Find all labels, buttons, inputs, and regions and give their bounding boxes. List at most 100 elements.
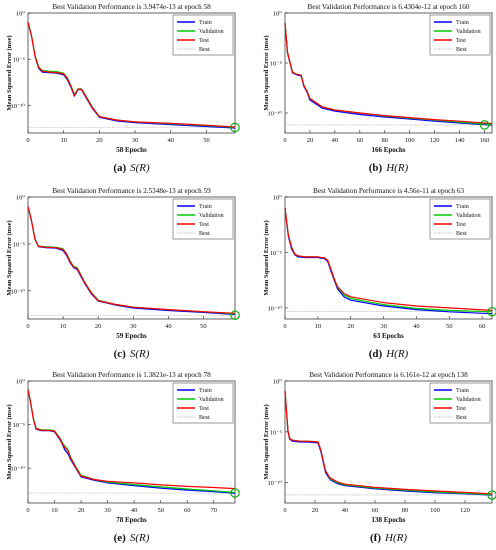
subfigure-caption: (f) H(R) [370, 532, 407, 544]
caption-label: (e) [114, 532, 127, 544]
y-tick-label: 10⁻⁵ [13, 241, 25, 248]
legend-label-best: Best [456, 231, 467, 237]
x-tick-label: 50 [203, 137, 210, 144]
y-tick-label: 10⁰ [273, 11, 283, 18]
x-tick-label: 20 [347, 323, 354, 330]
y-tick-label: 10⁻¹⁰ [268, 111, 283, 118]
subfigure-caption: (d) H(R) [369, 348, 409, 360]
chart-title: Best Validation Performance is 2.5348e-1… [52, 187, 211, 195]
x-tick-label: 10 [315, 323, 322, 330]
legend-label-validation: Validation [456, 397, 481, 403]
x-tick-label: 60 [357, 137, 364, 144]
y-tick-label: 10⁻¹⁰ [268, 305, 283, 312]
best-point-marker [479, 120, 490, 130]
x-axis-label: 78 Epochs [116, 516, 147, 524]
x-tick-label: 20 [96, 137, 103, 144]
x-tick-label: 0 [283, 137, 286, 144]
chart-title: Best Validation Performance is 4.56e-11 … [313, 187, 464, 195]
legend-label-train: Train [199, 204, 212, 210]
y-tick-label: 10⁰ [16, 11, 26, 18]
x-tick-label: 50 [200, 323, 207, 330]
y-axis-label: Mean Squared Error (mse) [6, 404, 13, 479]
caption-label: (a) [113, 162, 126, 174]
x-tick-label: 10 [60, 323, 67, 330]
x-tick-label: 10 [51, 507, 58, 514]
y-tick-label: 10⁻⁵ [270, 429, 282, 436]
chart-panel-1: Best Validation Performance is 3.9474e-1… [6, 3, 240, 174]
x-tick-label: 20 [312, 507, 319, 514]
caption-math: S(R) [130, 348, 150, 360]
chart-title: Best Validation Performance is 6.4304e-1… [308, 3, 470, 11]
legend-label-test: Test [199, 222, 209, 228]
y-tick-label: 10⁻⁵ [13, 57, 25, 64]
y-tick-label: 10⁰ [16, 195, 26, 202]
series-line-test [27, 206, 236, 314]
caption-math: S(R) [130, 532, 150, 544]
y-tick-label: 10⁻¹⁰ [11, 466, 26, 473]
legend-label-train: Train [456, 388, 469, 394]
x-tick-label: 0 [26, 323, 29, 330]
x-tick-label: 40 [168, 137, 175, 144]
x-tick-label: 20 [95, 323, 102, 330]
y-axis-label: Mean Squared Error (mse) [263, 35, 270, 110]
x-tick-label: 30 [380, 323, 387, 330]
x-axis-label: 63 Epochs [373, 332, 404, 340]
subfigure-caption: (b) H(R) [369, 162, 409, 174]
legend-label-best: Best [456, 415, 467, 421]
x-tick-label: 80 [382, 137, 389, 144]
y-tick-label: 10⁻¹⁰ [11, 288, 26, 295]
y-tick-label: 10⁻⁵ [13, 422, 25, 429]
legend-label-train: Train [456, 204, 469, 210]
x-axis-label: 166 Epochs [371, 146, 405, 154]
y-axis-label: Mean Squared Error (mse) [6, 35, 13, 110]
legend-label-validation: Validation [456, 213, 481, 219]
best-point-marker [487, 306, 496, 317]
y-tick-label: 10⁻⁵ [270, 61, 282, 68]
x-tick-label: 40 [342, 507, 349, 514]
subfigure-caption: (a) S(R) [113, 162, 150, 174]
x-tick-label: 70 [211, 507, 218, 514]
x-axis-label: 58 Epochs [116, 146, 147, 154]
best-point-marker [230, 122, 240, 133]
subfigure-caption: (c) S(R) [114, 348, 150, 360]
caption-math: H(R) [385, 162, 408, 174]
y-tick-label: 10⁰ [16, 379, 26, 386]
x-tick-label: 100 [430, 507, 440, 514]
x-tick-label: 140 [455, 137, 465, 144]
x-axis-label: 138 Epochs [371, 516, 405, 524]
legend-box [429, 382, 491, 424]
legend-label-best: Best [199, 415, 210, 421]
x-tick-label: 0 [26, 507, 29, 514]
legend-label-best: Best [199, 231, 210, 237]
x-tick-label: 60 [184, 507, 191, 514]
legend: Train Validation Test Best [429, 382, 491, 424]
chart-title: Best Validation Performance is 3.9474e-1… [52, 3, 211, 11]
x-tick-label: 60 [479, 323, 486, 330]
legend-label-train: Train [199, 20, 212, 26]
y-tick-label: 10⁻¹⁰ [11, 103, 26, 110]
best-point-marker [230, 310, 240, 320]
x-tick-label: 60 [372, 507, 379, 514]
y-tick-label: 10⁰ [273, 379, 283, 386]
chart-panel-3: Best Validation Performance is 2.5348e-1… [6, 187, 240, 360]
x-tick-label: 100 [405, 137, 415, 144]
x-tick-label: 0 [26, 137, 29, 144]
legend-label-train: Train [456, 20, 469, 26]
chart-panel-2: Best Validation Performance is 6.4304e-1… [263, 3, 493, 174]
legend-label-validation: Validation [199, 213, 224, 219]
chart-panel-5: Best Validation Performance is 1.3821e-1… [6, 371, 240, 544]
x-tick-label: 0 [283, 323, 286, 330]
x-tick-label: 120 [430, 137, 440, 144]
series-line-test [284, 391, 493, 495]
legend-label-validation: Validation [199, 397, 224, 403]
legend-label-test: Test [199, 406, 209, 412]
y-tick-label: 10⁻¹⁰ [268, 480, 283, 487]
legend-label-validation: Validation [199, 29, 224, 35]
chart-title: Best Validation Performance is 6.161e-12… [309, 371, 468, 379]
legend-label-best: Best [456, 47, 467, 53]
x-tick-label: 40 [131, 507, 138, 514]
legend: Train Validation Test Best [172, 198, 234, 240]
chart-panel-6: Best Validation Performance is 6.161e-12… [263, 371, 496, 544]
x-tick-label: 30 [104, 507, 111, 514]
